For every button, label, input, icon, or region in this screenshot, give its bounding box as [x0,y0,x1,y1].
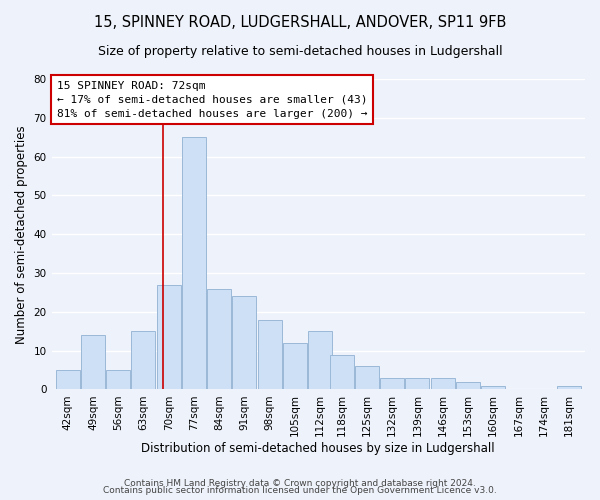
Text: Contains HM Land Registry data © Crown copyright and database right 2024.: Contains HM Land Registry data © Crown c… [124,478,476,488]
Bar [81,335,105,390]
Bar [182,137,206,390]
Bar [380,378,404,390]
Y-axis label: Number of semi-detached properties: Number of semi-detached properties [15,125,28,344]
Bar [207,288,231,390]
Bar [406,378,430,390]
Bar [283,343,307,390]
X-axis label: Distribution of semi-detached houses by size in Ludgershall: Distribution of semi-detached houses by … [142,442,495,455]
Text: Size of property relative to semi-detached houses in Ludgershall: Size of property relative to semi-detach… [98,45,502,58]
Bar [557,386,581,390]
Text: Contains public sector information licensed under the Open Government Licence v3: Contains public sector information licen… [103,486,497,495]
Bar [481,386,505,390]
Bar [431,378,455,390]
Bar [232,296,256,390]
Bar [257,320,281,390]
Bar [456,382,480,390]
Bar [106,370,130,390]
Bar [330,354,353,390]
Text: 15 SPINNEY ROAD: 72sqm
← 17% of semi-detached houses are smaller (43)
81% of sem: 15 SPINNEY ROAD: 72sqm ← 17% of semi-det… [57,81,367,119]
Bar [308,331,332,390]
Bar [355,366,379,390]
Bar [131,331,155,390]
Bar [157,284,181,390]
Bar [56,370,80,390]
Text: 15, SPINNEY ROAD, LUDGERSHALL, ANDOVER, SP11 9FB: 15, SPINNEY ROAD, LUDGERSHALL, ANDOVER, … [94,15,506,30]
